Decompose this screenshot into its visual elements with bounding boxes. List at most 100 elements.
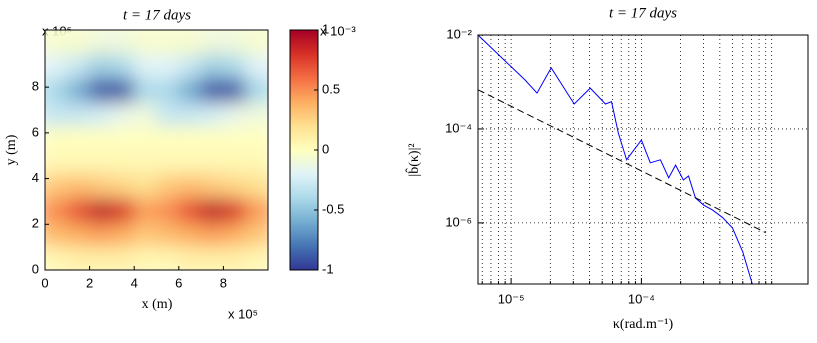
heatmap-cell	[133, 77, 157, 103]
heatmap-cell	[222, 197, 247, 223]
colorbar-tick-label: 0	[322, 141, 329, 156]
x-tick-label: 2	[86, 275, 93, 290]
heatmap-cell	[66, 197, 91, 223]
heatmap-cell	[156, 197, 180, 223]
heatmap-cell	[200, 125, 224, 151]
colorbar-tick-label: -0.5	[322, 201, 344, 216]
heatmap-cell	[178, 125, 202, 151]
x-tick-label: 0	[41, 275, 48, 290]
heatmap-cell	[245, 173, 268, 199]
heatmap-cell	[200, 221, 224, 247]
heatmap-cell	[66, 53, 91, 79]
heatmap-cell	[111, 30, 135, 55]
y-tick-label: 0	[32, 261, 39, 276]
heatmap-cell	[66, 125, 91, 151]
heatmap-cell	[66, 221, 91, 247]
heatmap-cell	[178, 101, 202, 127]
heatmap-cell	[245, 30, 268, 55]
heatmap-cell	[200, 197, 224, 223]
y-axis-label: |b̂(κ)|²	[405, 143, 422, 176]
heatmap-cell	[111, 221, 135, 247]
heatmap-cell	[178, 245, 202, 270]
heatmap-cell	[45, 77, 68, 103]
heatmap-cell	[200, 245, 224, 270]
colorbar-tick-label: 0.5	[322, 81, 340, 96]
heatmap-cell	[178, 221, 202, 247]
heatmap-cell	[45, 197, 68, 223]
heatmap-cell	[245, 197, 268, 223]
heatmap-cell	[222, 245, 247, 270]
heatmap-cell	[222, 30, 247, 55]
heatmap-cell	[111, 149, 135, 175]
heatmap-cell	[89, 53, 113, 79]
heatmap	[45, 30, 268, 270]
y-tick-label: 6	[32, 124, 39, 139]
heatmap-cell	[222, 77, 247, 103]
heatmap-cell	[89, 30, 113, 55]
colorbar-tick-label: 1	[322, 21, 329, 36]
heatmap-cell	[45, 245, 68, 270]
heatmap-cell	[133, 53, 157, 79]
heatmap-cell	[245, 125, 268, 151]
y-tick-label: 10⁻²	[446, 26, 472, 41]
series-line	[478, 89, 766, 234]
heatmap-cell	[89, 125, 113, 151]
heatmap-cell	[222, 101, 247, 127]
heatmap-cell	[178, 197, 202, 223]
heatmap-cell	[222, 125, 247, 151]
x-multiplier: x 10⁵	[228, 306, 258, 321]
heatmap-cell	[156, 101, 180, 127]
heatmap-cell	[222, 149, 247, 175]
heatmap-cell	[156, 221, 180, 247]
plot-frame	[44, 29, 269, 271]
heatmap-cell	[156, 30, 180, 55]
y-tick-label: 2	[32, 216, 39, 231]
heatmap-cell	[178, 149, 202, 175]
heatmap-cell	[89, 197, 113, 223]
heatmap-cell	[178, 53, 202, 79]
heatmap-cell	[66, 245, 91, 270]
heatmap-cell	[156, 77, 180, 103]
heatmap-cell	[156, 149, 180, 175]
series-line	[478, 35, 753, 284]
heatmap-cell	[89, 149, 113, 175]
x-tick-label: 6	[175, 275, 182, 290]
heatmap-cell	[200, 77, 224, 103]
x-axis-label: κ(rad.m⁻¹)	[613, 317, 674, 332]
heatmap-cell	[89, 101, 113, 127]
heatmap-cell	[200, 149, 224, 175]
heatmap-cell	[111, 53, 135, 79]
heatmap-cell	[45, 221, 68, 247]
heatmap-cell	[111, 245, 135, 270]
heatmap-cell	[156, 245, 180, 270]
heatmap-cell	[178, 30, 202, 55]
heatmap-cell	[111, 197, 135, 223]
heatmap-cell	[45, 149, 68, 175]
x-axis-label: x (m)	[142, 297, 173, 312]
y-tick-label: 10⁻⁶	[445, 214, 472, 229]
y-tick-label: 8	[32, 79, 39, 94]
heatmap-cell	[111, 125, 135, 151]
x-tick-label: 8	[220, 275, 227, 290]
heatmap-cell	[200, 30, 224, 55]
y-tick-label: 10⁻⁴	[445, 120, 472, 135]
chart-title: t = 17 days	[123, 7, 191, 23]
heatmap-cell	[200, 53, 224, 79]
x-tick-label: 10⁻⁵	[498, 291, 525, 306]
chart-title: t = 17 days	[609, 5, 677, 21]
heatmap-cell	[133, 173, 157, 199]
heatmap-cell	[111, 101, 135, 127]
heatmap-cell	[200, 173, 224, 199]
heatmap-cell	[45, 53, 68, 79]
heatmap-cell	[45, 30, 68, 55]
heatmap-cell	[156, 125, 180, 151]
heatmap-cell	[245, 53, 268, 79]
heatmap-cell	[245, 77, 268, 103]
heatmap-cell	[66, 77, 91, 103]
y-tick-label: 4	[32, 170, 39, 185]
heatmap-cell	[111, 173, 135, 199]
heatmap-cell	[89, 173, 113, 199]
heatmap-cell	[178, 77, 202, 103]
heatmap-cell	[222, 53, 247, 79]
